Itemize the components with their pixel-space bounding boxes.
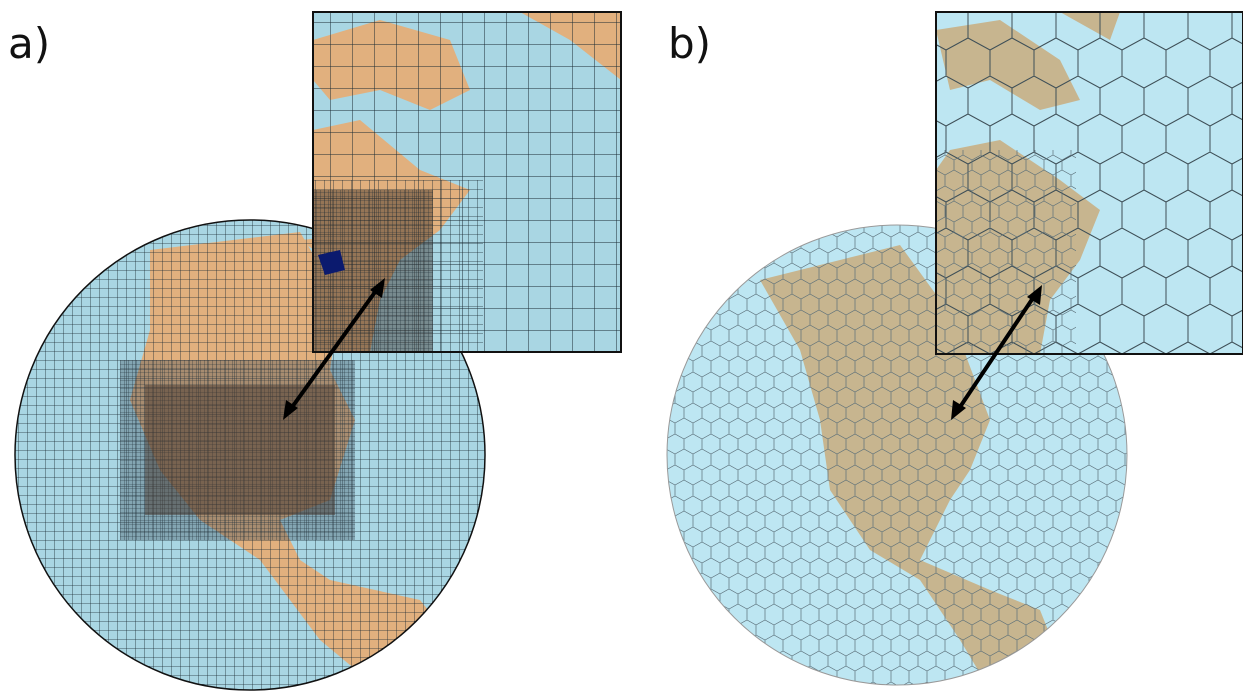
panel-label: a) [8,19,50,68]
globe-a [15,220,485,690]
inset-a [313,12,621,352]
panel-label: b) [668,19,711,68]
inset-b [936,12,1243,354]
